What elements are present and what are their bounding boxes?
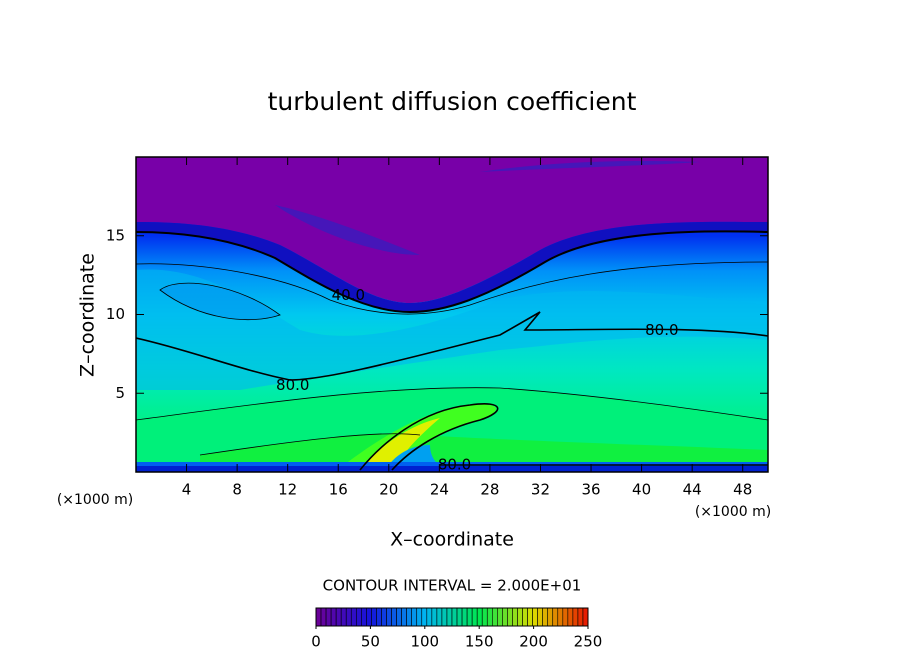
colorbar-cell [582, 607, 589, 627]
colorbar-cell [436, 607, 443, 627]
colorbar-cell [386, 607, 392, 627]
colorbar-cell [376, 607, 382, 627]
colorbar-tick-label: 0 [311, 633, 321, 651]
colorbar-cell [411, 607, 418, 627]
colorbar-cell [567, 607, 574, 627]
colorbar-cell [350, 607, 357, 627]
colorbar-cell [456, 607, 463, 627]
contour-label: 80.0 [438, 455, 471, 473]
colorbar-cell [507, 607, 513, 627]
colorbar-cell [335, 607, 342, 627]
colorbar-cell [381, 607, 387, 627]
colorbar-cell [547, 607, 554, 627]
colorbar-cell [522, 607, 528, 627]
colorbar-cell [421, 607, 428, 627]
colorbar-cell [557, 607, 564, 627]
colorbar-cell [562, 607, 569, 627]
colorbar-cell [366, 607, 372, 627]
x-unit-label: (×1000 m) [695, 504, 771, 520]
y-tick-label: 10 [106, 305, 125, 323]
chart-title: turbulent diffusion coefficient [268, 87, 637, 116]
y-tick-label: 5 [115, 384, 125, 402]
colorbar-cell [532, 607, 538, 627]
colorbar-cell [471, 607, 478, 627]
x-tick-label: 4 [182, 481, 192, 499]
x-tick-label: 12 [278, 481, 297, 499]
colorbar-cell [572, 607, 579, 627]
colorbar-cell [476, 607, 483, 627]
x-tick-label: 48 [733, 481, 752, 499]
colorbar-cell [340, 607, 347, 627]
colorbar-tick-label: 150 [465, 633, 494, 651]
colorbar-cell [401, 607, 407, 627]
colorbar-tick-label: 100 [410, 633, 439, 651]
colorbar-cell [416, 607, 423, 627]
contour-field [136, 157, 768, 472]
colorbar-cell [431, 607, 438, 627]
colorbar-cell [466, 607, 473, 627]
contour-label: 80.0 [645, 321, 678, 339]
x-tick-label: 24 [430, 481, 449, 499]
colorbar-cell [451, 607, 458, 627]
x-tick-label: 44 [683, 481, 702, 499]
contour-interval: CONTOUR INTERVAL = 2.000E+01 [323, 577, 582, 595]
colorbar-cell [396, 607, 402, 627]
colorbar-cell [481, 607, 488, 627]
x-tick-label: 32 [531, 481, 550, 499]
colorbar-cell [527, 607, 533, 627]
x-tick-label: 36 [581, 481, 600, 499]
colorbar-cell [315, 607, 322, 627]
colorbar-cell [552, 607, 559, 627]
colorbar-cell [486, 607, 493, 627]
contour-label: 80.0 [276, 376, 309, 394]
colorbar-cell [542, 607, 549, 627]
colorbar-cell [497, 607, 503, 627]
colorbar-cell [577, 607, 584, 627]
colorbar-cell [345, 607, 352, 627]
colorbar-cell [491, 607, 498, 627]
x-tick-label: 40 [632, 481, 651, 499]
colorbar-cell [512, 607, 518, 627]
colorbar-cell [426, 607, 433, 627]
colorbar-cell [355, 607, 362, 627]
x-tick-label: 8 [232, 481, 242, 499]
x-tick-label: 20 [379, 481, 398, 499]
colorbar-cell [517, 607, 523, 627]
x-tick-label: 16 [329, 481, 348, 499]
colorbar-tick-label: 50 [361, 633, 380, 651]
x-axis-label: X–coordinate [390, 529, 514, 551]
colorbar-cell [371, 607, 377, 627]
colorbar-cell [446, 607, 453, 627]
contour-label: 40.0 [332, 286, 365, 304]
x-unit-label: (×1000 m) [57, 492, 133, 508]
colorbar-tick-label: 250 [574, 633, 603, 651]
y-axis-label: Z–coordinate [77, 253, 99, 377]
y-tick-label: 15 [106, 226, 125, 244]
colorbar-tick-label: 200 [519, 633, 548, 651]
colorbar-frame [315, 607, 589, 627]
x-tick-label: 28 [480, 481, 499, 499]
colorbar-cell [537, 607, 543, 627]
colorbar-cell [361, 607, 367, 627]
colorbar-cell [502, 607, 508, 627]
colorbar-cell [391, 607, 397, 627]
colorbar-cell [461, 607, 468, 627]
colorbar-cell [406, 607, 413, 627]
colorbar-cell [441, 607, 448, 627]
colorbar-cell [320, 607, 327, 627]
colorbar-cell [330, 607, 337, 627]
colorbar-cell [325, 607, 332, 627]
